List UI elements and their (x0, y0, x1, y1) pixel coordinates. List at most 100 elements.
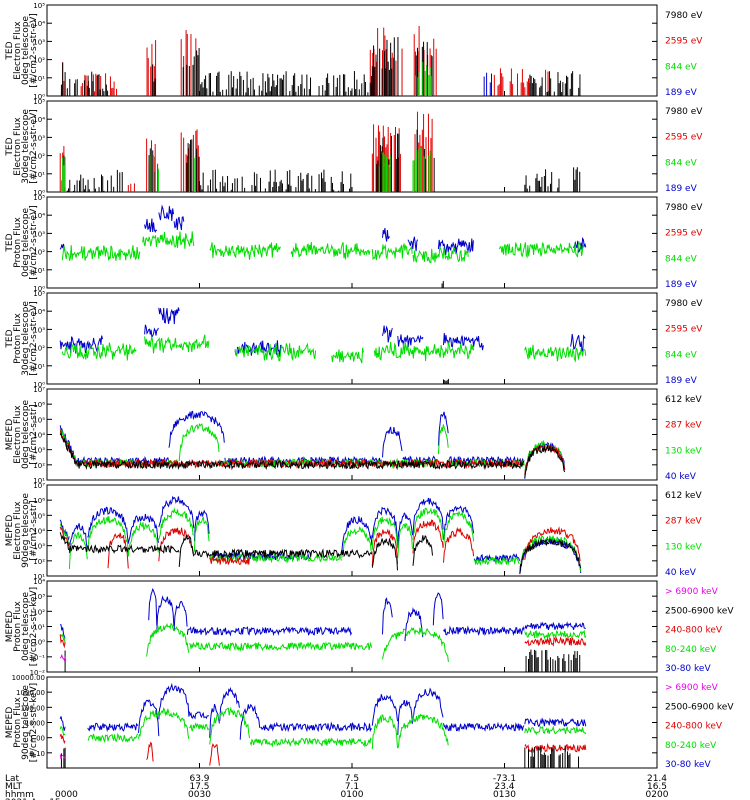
data-trace (87, 722, 139, 733)
data-trace (59, 725, 66, 737)
series--6900-kev (59, 754, 66, 760)
series-189-ev (483, 72, 492, 96)
data-trace (68, 523, 88, 554)
data-trace (412, 507, 444, 541)
y-tick-label: 100.00 (21, 704, 46, 712)
data-trace (209, 552, 342, 564)
data-trace (412, 519, 444, 554)
series-844-ev (61, 334, 587, 364)
footer-label: MLT (5, 782, 23, 792)
data-trace (382, 426, 403, 458)
data-trace (127, 521, 159, 557)
y-tick-label: 10⁰ (33, 381, 45, 389)
y-axis-label: 30deg telescope (21, 301, 31, 376)
plot-frame (46, 100, 658, 193)
data-trace (178, 423, 220, 462)
legend-entry: 2595 eV (665, 325, 703, 335)
y-tick-label: 10⁵ (33, 416, 45, 424)
data-trace (209, 242, 281, 260)
series-844-ev (60, 147, 431, 192)
data-trace (61, 245, 141, 261)
data-trace (570, 333, 586, 354)
y-tick-label: 10⁴ (33, 20, 45, 28)
y-tick-label: 10⁷ (33, 386, 45, 394)
legend-entry: 40 keV (665, 568, 697, 578)
data-trace (382, 597, 393, 635)
data-trace (173, 216, 185, 231)
legend-entry: 30-80 keV (665, 760, 711, 770)
y-axis-label: [#/cm2-s-str-eV] (29, 301, 39, 376)
data-trace (186, 626, 353, 637)
footer-value: 7.1 (345, 782, 359, 792)
legend-entry: 7980 eV (665, 107, 703, 117)
series-612-kev (59, 532, 582, 574)
legend-entry: 2595 eV (665, 37, 703, 47)
data-trace (249, 737, 372, 748)
data-trace (107, 532, 129, 569)
legend-entry: 2595 eV (665, 133, 703, 143)
series-612-kev (59, 432, 566, 478)
y-tick-label: 10⁴ (33, 528, 45, 536)
data-trace (189, 722, 210, 732)
plot-frame (46, 196, 658, 289)
data-trace (158, 527, 195, 562)
y-tick-label: 10¹ (33, 573, 45, 581)
y-axis-label: MEPED (5, 707, 15, 739)
series-7980-ev (443, 378, 449, 384)
data-trace (138, 706, 190, 740)
data-trace (60, 633, 66, 645)
y-tick-label: 10¹ (33, 75, 45, 83)
series-130-kev (59, 507, 582, 572)
footer-value: 16.5 (647, 782, 667, 792)
y-tick-label: 10² (33, 462, 45, 470)
series-130-kev (59, 423, 566, 476)
data-trace (148, 588, 158, 626)
data-trace (239, 703, 261, 740)
data-trace (68, 543, 180, 555)
data-trace (524, 344, 587, 363)
data-trace (437, 424, 449, 455)
data-trace (193, 516, 210, 552)
panel-meped-proton-90deg: 0.10 1.00 10.00 100.00 1000.00 10000.00 MEPEDP… (5, 674, 734, 770)
data-trace (156, 595, 175, 632)
series-40-kev (59, 495, 582, 575)
y-tick-label: 10⁰ (33, 189, 45, 197)
legend-entry: 130 keV (665, 446, 702, 456)
data-trace (146, 741, 154, 762)
y-tick-label: 10⁴ (33, 578, 45, 586)
y-axis-label: [#/cm2-s-str-eV] (29, 109, 39, 184)
legend-entry: 30-80 keV (665, 664, 711, 674)
legend-entry: 40 keV (665, 472, 697, 482)
footer-value: 0100 (341, 790, 364, 800)
y-axis-label: [#/cm2-s-str] (29, 500, 39, 560)
y-tick-label: 0.10 (29, 750, 45, 758)
data-trace (60, 624, 66, 639)
series-80-240-kev (60, 622, 587, 662)
data-trace (138, 699, 160, 737)
data-trace (209, 703, 220, 738)
footer-value: 0200 (646, 790, 669, 800)
data-trace (158, 495, 195, 529)
y-tick-label: 10⁵ (33, 290, 45, 298)
series-287-kev (59, 429, 566, 475)
y-axis-label: Electron Flux (13, 117, 23, 176)
y-tick-label: 10⁴ (33, 308, 45, 316)
series-844-ev (414, 62, 432, 96)
footer-value: 21.4 (647, 774, 667, 784)
data-trace (87, 515, 129, 555)
data-trace (61, 342, 137, 361)
series-30-80-kev (59, 682, 587, 740)
y-axis-label: Proton Flux (13, 601, 23, 652)
y-tick-label: 1000.00 (16, 689, 45, 697)
series-40-kev (59, 410, 566, 479)
series-2595-ev (60, 25, 549, 96)
legend-entry: 189 eV (665, 376, 698, 386)
y-tick-label: 10⁻¹ (30, 654, 46, 662)
y-axis-label: Proton Flux (13, 313, 23, 364)
data-trace (432, 592, 444, 626)
y-tick-label: 10² (33, 345, 45, 353)
data-trace (209, 743, 220, 766)
